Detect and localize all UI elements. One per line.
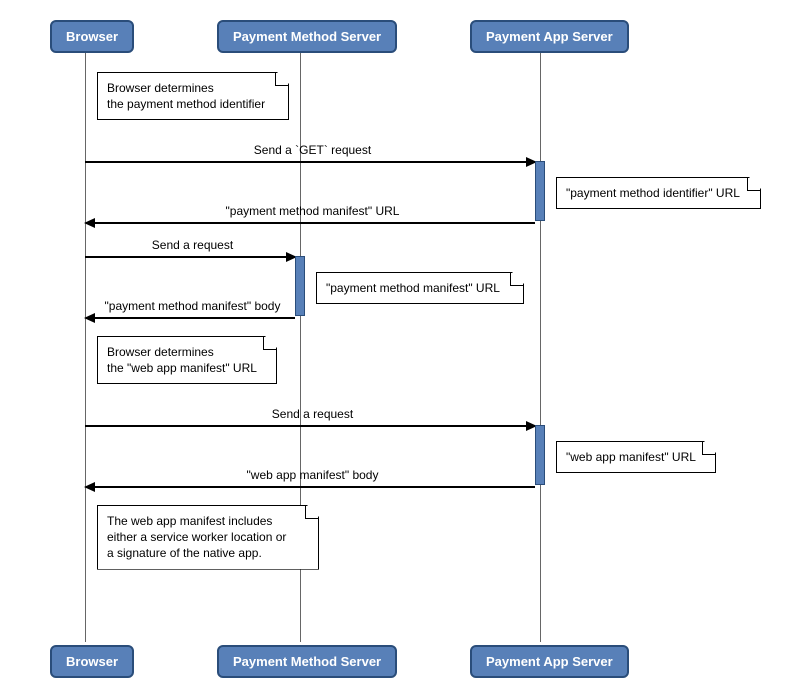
participant-pms-top: Payment Method Server [217, 20, 397, 53]
msg-label: Send a request [85, 407, 540, 421]
participant-label: Payment App Server [486, 654, 613, 669]
note-line: the "web app manifest" URL [107, 360, 267, 376]
note-line: either a service worker location or [107, 529, 309, 545]
participant-label: Browser [66, 29, 118, 44]
arrow-m1 [85, 161, 535, 163]
note-line: a signature of the native app. [107, 545, 309, 561]
msg-label: "payment method manifest" body [85, 299, 300, 313]
note-line: The web app manifest includes [107, 513, 309, 529]
arrow-m2 [86, 222, 535, 224]
sequence-diagram: Browser Payment Method Server Payment Ap… [0, 0, 800, 698]
arrow-m6 [86, 486, 535, 488]
participant-pas-top: Payment App Server [470, 20, 629, 53]
participant-label: Payment Method Server [233, 654, 381, 669]
participant-browser-bottom: Browser [50, 645, 134, 678]
participant-pms-bottom: Payment Method Server [217, 645, 397, 678]
participant-label: Payment Method Server [233, 29, 381, 44]
participant-label: Browser [66, 654, 118, 669]
lifeline-browser [85, 52, 86, 642]
participant-pas-bottom: Payment App Server [470, 645, 629, 678]
arrow-m3 [85, 256, 295, 258]
note-determine-pmi: Browser determines the payment method id… [97, 72, 289, 120]
arrow-m4 [86, 317, 295, 319]
msg-label: "web app manifest" body [85, 468, 540, 482]
msg-label: Send a request [85, 238, 300, 252]
note-wam-includes: The web app manifest includes either a s… [97, 505, 319, 570]
note-line: "payment method identifier" URL [566, 186, 740, 200]
note-line: Browser determines [107, 80, 279, 96]
participant-label: Payment App Server [486, 29, 613, 44]
msg-label: Send a `GET` request [85, 143, 540, 157]
participant-browser-top: Browser [50, 20, 134, 53]
note-pmi-url: "payment method identifier" URL [556, 177, 761, 209]
note-line: "payment method manifest" URL [326, 281, 500, 295]
note-line: the payment method identifier [107, 96, 279, 112]
lifeline-pas [540, 52, 541, 642]
note-line: "web app manifest" URL [566, 450, 696, 464]
note-wam-url: "web app manifest" URL [556, 441, 716, 473]
note-pmm-url: "payment method manifest" URL [316, 272, 524, 304]
msg-label: "payment method manifest" URL [85, 204, 540, 218]
arrow-m5 [85, 425, 535, 427]
note-line: Browser determines [107, 344, 267, 360]
note-determine-wam: Browser determines the "web app manifest… [97, 336, 277, 384]
